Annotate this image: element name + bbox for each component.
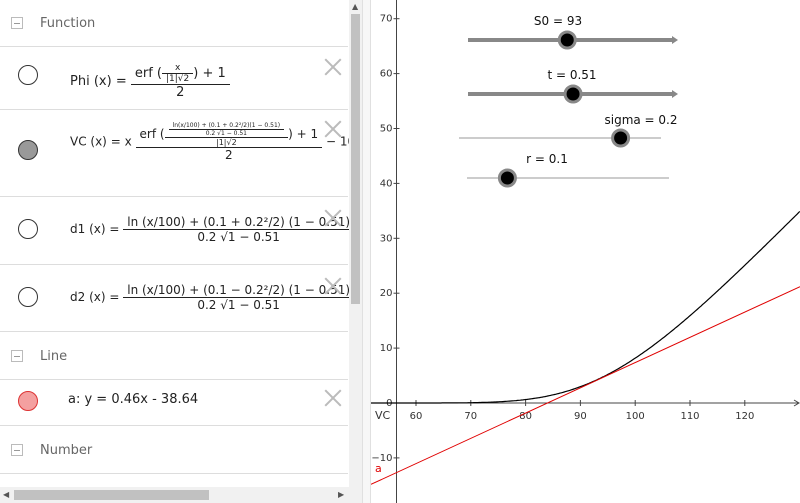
x-tick-label: 110 <box>680 411 699 422</box>
algebra-row-d2[interactable]: d2 (x) = ln (x/100) + (0.1 − 0.2²/2) (1 … <box>0 265 355 332</box>
plots: a <box>371 210 800 485</box>
line-a-label: a <box>375 462 382 475</box>
category-line[interactable]: Line <box>0 335 348 380</box>
y-tick-label: −10 <box>371 453 392 464</box>
delete-icon[interactable] <box>324 277 342 295</box>
delete-icon[interactable] <box>324 58 342 76</box>
slider-4[interactable]: r = 0.1 <box>467 152 669 188</box>
d1-expression[interactable]: d1 (x) = ln (x/100) + (0.1 + 0.2²/2) (1 … <box>70 215 355 244</box>
tangent-line-a <box>371 286 800 485</box>
algebra-view: Function Phi (x) = erf (x |1|√2) + 1 2 VC… <box>0 0 362 503</box>
vc-expression[interactable]: VC (x) = x erf (ln(x/100) + (0.1 + 0.2²/… <box>70 122 362 162</box>
x-tick-label: 80 <box>519 411 532 422</box>
y-tick-label: 30 <box>380 233 393 244</box>
slider-2[interactable]: t = 0.51 <box>468 68 678 104</box>
vertical-scroll-thumb[interactable] <box>351 14 360 304</box>
d2-expression[interactable]: d2 (x) = ln (x/100) + (0.1 − 0.2²/2) (1 … <box>70 283 355 312</box>
algebra-row-phi[interactable]: Phi (x) = erf (x |1|√2) + 1 2 <box>0 46 348 110</box>
visibility-toggle[interactable] <box>18 391 38 411</box>
y-tick-label: 60 <box>380 69 393 80</box>
slider-label: r = 0.1 <box>526 152 568 166</box>
category-label: Function <box>40 16 96 31</box>
y-tick-label: 70 <box>380 14 393 25</box>
slider-arrow-icon <box>672 90 678 98</box>
slider-label: t = 0.51 <box>547 68 596 82</box>
x-tick-label: 60 <box>410 411 423 422</box>
slider-arrow-icon <box>672 36 678 44</box>
category-number[interactable]: Number <box>0 429 348 474</box>
collapse-icon[interactable] <box>11 350 23 362</box>
algebra-row-vc[interactable]: VC (x) = x erf (ln(x/100) + (0.1 + 0.2²/… <box>0 110 362 197</box>
slider-1[interactable]: S0 = 93 <box>468 14 678 50</box>
line-a-expression[interactable]: a: y = 0.46x - 38.64 <box>68 392 199 407</box>
collapse-icon[interactable] <box>11 17 23 29</box>
slider-3[interactable]: sigma = 0.2 <box>459 113 678 148</box>
category-function[interactable]: Function <box>0 2 348 47</box>
visibility-toggle[interactable] <box>18 140 38 160</box>
visibility-toggle[interactable] <box>18 287 38 307</box>
slider-label: sigma = 0.2 <box>604 113 677 127</box>
visibility-toggle[interactable] <box>18 65 38 85</box>
phi-expression[interactable]: Phi (x) = erf (x |1|√2) + 1 2 <box>70 63 230 100</box>
slider-label: S0 = 93 <box>534 14 582 28</box>
sliders[interactable]: S0 = 93 t = 0.51 sigma = 0.2 r = 0.1 <box>459 14 678 188</box>
y-tick-label: 50 <box>380 124 393 135</box>
horizontal-scrollbar[interactable]: ◀ ▶ <box>0 487 349 503</box>
delete-icon[interactable] <box>324 120 342 138</box>
scroll-up-icon[interactable]: ▲ <box>352 2 359 11</box>
vertical-scrollbar[interactable]: ▲ <box>349 0 362 503</box>
slider-handle[interactable] <box>557 30 577 50</box>
y-tick-label: 40 <box>380 178 393 189</box>
delete-icon[interactable] <box>324 209 342 227</box>
x-tick-label: 100 <box>626 411 645 422</box>
visibility-toggle[interactable] <box>18 219 38 239</box>
category-label: Line <box>40 349 68 364</box>
slider-handle[interactable] <box>563 84 583 104</box>
x-tick-label: 120 <box>735 411 754 422</box>
slider-handle[interactable] <box>497 168 517 188</box>
algebra-row-d1[interactable]: d1 (x) = ln (x/100) + (0.1 + 0.2²/2) (1 … <box>0 197 355 265</box>
delete-icon[interactable] <box>324 389 342 407</box>
x-tick-label: 90 <box>574 411 587 422</box>
algebra-row-line-a[interactable]: a: y = 0.46x - 38.64 <box>0 380 348 426</box>
vc-curve <box>371 210 800 404</box>
category-label: Number <box>40 443 93 458</box>
scroll-right-icon[interactable]: ▶ <box>338 490 345 499</box>
slider-handle[interactable] <box>611 128 631 148</box>
x-tick-label: 70 <box>464 411 477 422</box>
y-tick-label: 20 <box>380 288 393 299</box>
collapse-icon[interactable] <box>11 444 23 456</box>
x-axis-arrow-icon <box>793 399 800 407</box>
x-axis-label: VC <box>375 409 391 422</box>
view-divider[interactable] <box>362 0 371 503</box>
y-tick-label: 10 <box>380 343 393 354</box>
scroll-left-icon[interactable]: ◀ <box>3 490 10 499</box>
horizontal-scroll-thumb[interactable] <box>14 490 209 500</box>
